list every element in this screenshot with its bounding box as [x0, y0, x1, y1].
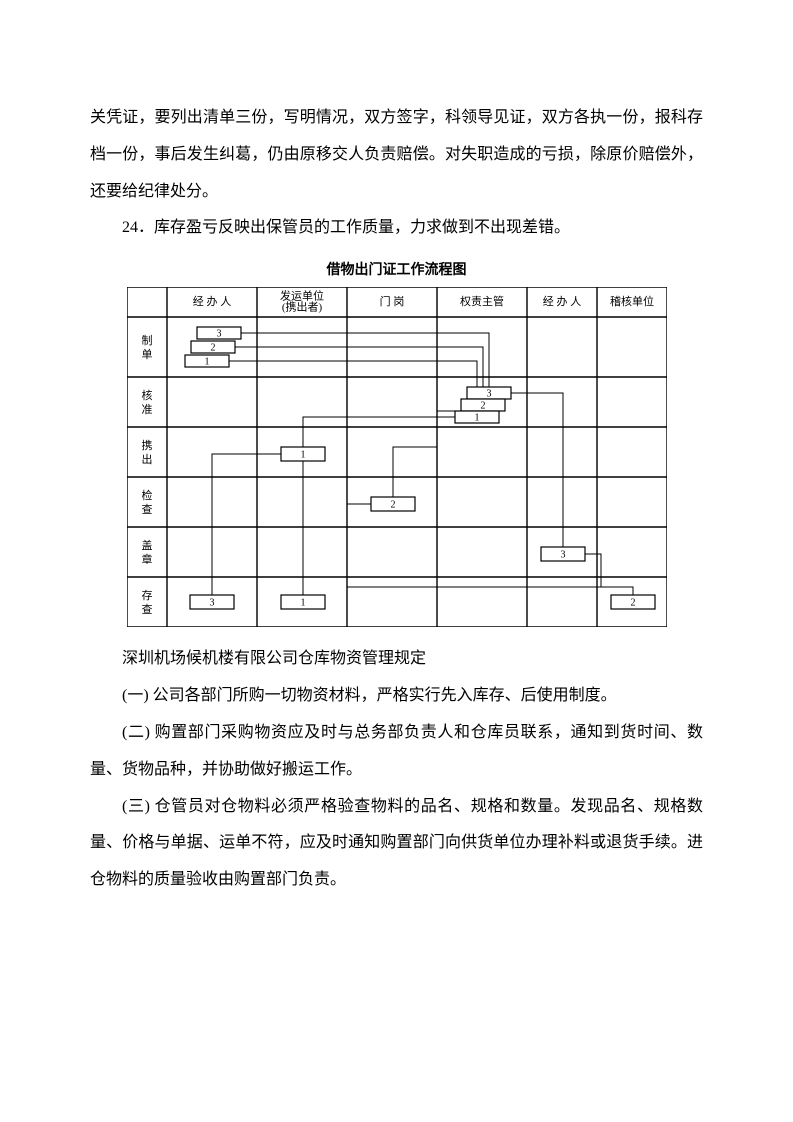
- svg-text:单: 单: [141, 348, 152, 361]
- flowchart-svg: 经 办 人发运单位(携出者)门 岗权责主管经 办 人稽核单位制单核准携出检查盖章…: [127, 287, 667, 627]
- svg-text:准: 准: [141, 403, 152, 416]
- paragraph-3: (一) 公司各部门所购一切物资材料，严格实行先入库存、后使用制度。: [90, 678, 703, 715]
- svg-text:2: 2: [630, 598, 635, 609]
- svg-text:出: 出: [141, 452, 152, 466]
- svg-text:携: 携: [141, 438, 152, 452]
- svg-text:经 办 人: 经 办 人: [192, 295, 231, 308]
- flowchart-diagram: 经 办 人发运单位(携出者)门 岗权责主管经 办 人稽核单位制单核准携出检查盖章…: [127, 287, 667, 627]
- svg-text:检: 检: [141, 488, 152, 502]
- paragraph-2: 24．库存盈亏反映出保管员的工作质量，力求做到不出现差错。: [90, 210, 703, 247]
- svg-text:3: 3: [209, 598, 214, 609]
- svg-text:经 办 人: 经 办 人: [542, 295, 581, 308]
- svg-text:门 岗: 门 岗: [379, 294, 404, 308]
- paragraph-1: 关凭证，要列出清单三份，写明情况，双方签字，科领导见证，双方各执一份，报科存档一…: [90, 100, 703, 210]
- svg-text:章: 章: [141, 552, 152, 566]
- diagram-title: 借物出门证工作流程图: [90, 253, 703, 285]
- svg-text:3: 3: [560, 550, 565, 561]
- svg-text:稽核单位: 稽核单位: [610, 294, 654, 308]
- svg-text:制: 制: [141, 334, 152, 347]
- svg-text:(携出者): (携出者): [281, 300, 322, 314]
- paragraph-4: (二) 购置部门采购物资应及时与总务部负责人和仓库员联系，通知到货时间、数量、货…: [90, 715, 703, 789]
- svg-text:存: 存: [141, 588, 152, 602]
- svg-text:核: 核: [141, 388, 152, 402]
- document-page: 关凭证，要列出清单三份，写明情况，双方签字，科领导见证，双方各执一份，报科存档一…: [0, 0, 793, 989]
- paragraph-5: (三) 仓管员对仓物料必须严格验查物料的品名、规格和数量。发现品名、规格数量、价…: [90, 789, 703, 899]
- svg-text:查: 查: [141, 602, 152, 616]
- svg-text:2: 2: [480, 401, 485, 412]
- svg-text:1: 1: [474, 413, 479, 424]
- svg-text:1: 1: [300, 598, 305, 609]
- svg-text:2: 2: [210, 343, 215, 354]
- svg-text:1: 1: [204, 357, 209, 368]
- svg-text:查: 查: [141, 502, 152, 516]
- svg-text:1: 1: [300, 450, 305, 461]
- svg-text:3: 3: [216, 329, 221, 340]
- svg-text:盖: 盖: [141, 538, 152, 552]
- svg-text:3: 3: [486, 389, 491, 400]
- subtitle: 深圳机场候机楼有限公司仓库物资管理规定: [90, 641, 703, 678]
- svg-text:发运单位: 发运单位: [280, 289, 324, 303]
- svg-text:2: 2: [390, 500, 395, 511]
- svg-text:权责主管: 权责主管: [460, 294, 504, 308]
